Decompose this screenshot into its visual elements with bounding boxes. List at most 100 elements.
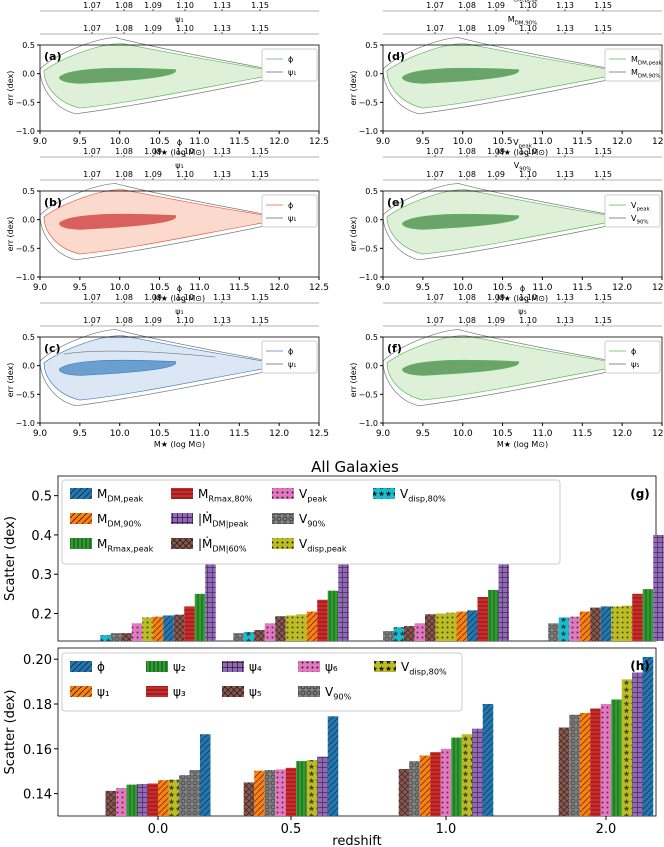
secondary-axis-title: MDM,90% <box>508 15 538 26</box>
y-axis-label: err (dex) <box>6 217 15 252</box>
y-tick-label: 0.5 <box>31 490 52 505</box>
secondary-tick-label: 1.09 <box>487 1 505 10</box>
secondary-axis-title: MDM,peak <box>507 0 539 3</box>
secondary-tick-label: 1.15 <box>594 1 612 10</box>
bar-hatch <box>398 768 410 816</box>
secondary-tick-label: 1.13 <box>213 293 231 302</box>
bar-hatch <box>430 752 441 816</box>
legend-swatch-hatch <box>70 686 92 697</box>
secondary-tick-label: 1.09 <box>144 1 162 10</box>
y-tick-label: 0.5 <box>22 187 35 196</box>
secondary-tick-label: 1.07 <box>83 293 101 302</box>
legend-entry: Vdisp,80% <box>401 660 447 677</box>
y-tick-label: 0.5 <box>22 41 35 50</box>
y-tick-label: −0.5 <box>359 98 378 107</box>
contour-inner-fill <box>402 213 519 230</box>
secondary-axis-title: ψ₁ <box>175 307 183 316</box>
secondary-tick-label: 1.15 <box>251 170 269 179</box>
bar-hatch <box>100 635 111 641</box>
bar-hatch <box>451 737 462 816</box>
bar-hatch <box>131 623 143 641</box>
legend-entry: ψ₅ <box>631 360 639 369</box>
x-axis-label: redshift <box>332 834 381 847</box>
x-tick-label: 11.0 <box>532 283 552 293</box>
y-tick-label: 0.4 <box>31 529 52 544</box>
secondary-tick-label: 1.07 <box>83 147 101 156</box>
secondary-tick-label: 1.07 <box>83 1 101 10</box>
bar-hatch <box>296 761 307 816</box>
legend: MDM,peak MDM,90% MRmax,peak MRmax,80% |ṀDM|… <box>61 479 561 565</box>
legend-entry: ϕ <box>288 347 293 356</box>
bar-hatch <box>590 607 601 641</box>
x-tick-label: 11.5 <box>572 429 592 439</box>
bar-hatch <box>264 770 276 816</box>
secondary-tick-label: 1.13 <box>556 316 574 325</box>
panel-label: (e) <box>387 196 405 209</box>
legend-entry: ψ₅ <box>249 685 262 699</box>
contour-inner-fill <box>59 67 176 84</box>
secondary-tick-label: 1.09 <box>144 316 162 325</box>
x-tick-label: 10.5 <box>493 429 513 439</box>
legend-swatch-hatch <box>70 488 92 499</box>
secondary-tick-label: 1.08 <box>458 147 476 156</box>
legend-swatch-hatch <box>171 513 193 524</box>
secondary-tick-label: 1.10 <box>519 316 537 325</box>
legend-swatch-hatch <box>373 488 395 499</box>
panel-label: (d) <box>387 50 405 63</box>
secondary-tick-label: 1.13 <box>556 147 574 156</box>
secondary-tick-label: 1.15 <box>251 24 269 33</box>
x-tick-label: 11.5 <box>229 283 249 293</box>
bar-hatch <box>621 679 633 816</box>
x-tick-label: 12.5 <box>652 283 664 293</box>
secondary-tick-label: 1.15 <box>594 170 612 179</box>
x-tick-label: 12.5 <box>309 137 329 147</box>
secondary-axis-title: ϕ <box>177 0 182 1</box>
secondary-tick-label: 1.07 <box>83 316 101 325</box>
legend: ϕ ψ₅ <box>604 340 661 374</box>
secondary-tick-label: 1.13 <box>556 293 574 302</box>
legend-entry: ψ₆ <box>325 660 338 674</box>
bar-hatch <box>254 770 265 816</box>
axes-frame <box>39 336 320 424</box>
secondary-tick-label: 1.13 <box>213 147 231 156</box>
secondary-tick-label: 1.09 <box>144 147 162 156</box>
y-axis-label: err (dex) <box>6 363 15 398</box>
bar-hatch <box>482 704 494 816</box>
bar-hatch <box>205 523 216 641</box>
legend-entry: ψ₁ <box>288 214 296 223</box>
x-tick-label: 12.0 <box>269 137 289 147</box>
legend-entry: ψ₃ <box>173 685 186 699</box>
contour-inner-fill <box>402 359 519 376</box>
axes-frame <box>382 44 663 132</box>
x-tick-label: 9.5 <box>416 283 430 293</box>
x-tick-label: 12.0 <box>612 429 632 439</box>
y-tick-label: −0.5 <box>359 244 378 253</box>
bar-hatch <box>163 615 174 641</box>
bar-hatch <box>121 633 132 641</box>
legend-entry: MDM,peak <box>631 55 663 66</box>
secondary-tick-label: 1.07 <box>83 24 101 33</box>
x-axis-label: M★ (log M⊙) <box>154 148 205 157</box>
bar-hatch <box>142 617 153 641</box>
y-tick-label: 0.20 <box>23 653 52 668</box>
bar-hatch <box>116 788 127 816</box>
secondary-tick-label: 1.09 <box>487 293 505 302</box>
bar-hatch <box>338 523 349 641</box>
x-axis-label: M★ (log M⊙) <box>497 294 548 303</box>
secondary-tick-label: 1.08 <box>458 170 476 179</box>
secondary-tick-label: 1.07 <box>426 24 444 33</box>
secondary-tick-label: 1.09 <box>144 170 162 179</box>
secondary-tick-label: 1.15 <box>251 316 269 325</box>
legend-entry: MRmax,peak <box>97 537 154 554</box>
bar-hatch <box>569 714 580 816</box>
bar-hatch <box>189 770 200 816</box>
bar-hatch <box>393 627 404 641</box>
secondary-axis-title: ϕ <box>177 138 182 147</box>
secondary-tick-label: 1.15 <box>594 316 612 325</box>
bar-hatch <box>275 616 286 641</box>
x-tick-label: 10.0 <box>110 283 130 293</box>
x-tick-label: 12.5 <box>309 429 329 439</box>
x-tick-label: 9.0 <box>376 283 391 293</box>
